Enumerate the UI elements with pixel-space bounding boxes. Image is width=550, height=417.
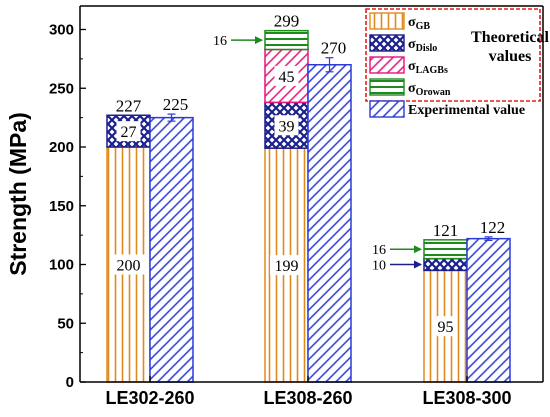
legend-swatch-experimental: [369, 100, 405, 118]
legend-item-lagbs: σLAGBs: [369, 56, 448, 76]
legend-label-lagbs: σLAGBs: [408, 59, 448, 76]
svg-text:39: 39: [279, 118, 295, 135]
segment-label-lagbs-1: 45: [274, 65, 299, 86]
total-label-experimental-2: 122: [480, 218, 506, 237]
svg-text:95: 95: [438, 319, 454, 336]
total-label-theoretical-0: 227: [116, 96, 142, 115]
total-label-theoretical-2: 121: [433, 221, 459, 240]
y-tick-label-6: 300: [49, 22, 74, 39]
side-label-orowan-1: 16: [213, 34, 263, 49]
svg-text:199: 199: [275, 258, 299, 275]
legend-group-label-line1: Theoretical: [471, 29, 549, 46]
axes-layer: LE302-260 LE308-260 LE308-300 0 50 100 150 200 2…: [5, 5, 544, 408]
y-axis-label: Strength (MPa): [5, 112, 31, 276]
segment-label-gb-2: 95: [433, 316, 458, 337]
segment-label-gb-1: 199: [270, 255, 303, 276]
svg-text:200: 200: [117, 258, 141, 275]
legend-swatch-orowan: [369, 78, 405, 96]
error-bar-2: [484, 236, 493, 242]
side-label-dislo-2: 10: [372, 259, 422, 274]
total-label-theoretical-1: 299: [274, 12, 300, 31]
error-bar-1: [325, 57, 334, 73]
segment-label-dislo-1: 39: [274, 115, 299, 136]
legend-label-experimental: Experimental value: [408, 103, 525, 118]
y-tick-label-1: 50: [57, 315, 74, 332]
legend-item-experimental: Experimental value: [369, 100, 525, 118]
bar-experimental-2: [466, 237, 511, 383]
legend-theoretical-box: [365, 8, 541, 102]
legend: σGB σDislo σLAGBs σOrowan Theoretical values E…: [365, 8, 550, 118]
legend-group-label-line2: values: [489, 48, 532, 65]
legend-item-orowan: σOrowan: [369, 78, 451, 98]
legend-item-dislo: σDislo: [369, 34, 437, 54]
total-label-experimental-1: 270: [321, 39, 347, 58]
y-tick-label-0: 0: [66, 374, 74, 391]
svg-text:16: 16: [372, 243, 386, 258]
x-tick-label-1: LE308-260: [263, 388, 352, 408]
legend-label-dislo: σDislo: [408, 37, 437, 54]
y-tick-label-5: 250: [49, 80, 74, 97]
y-tick-label-4: 200: [49, 139, 74, 156]
y-tick-label-3: 150: [49, 198, 74, 215]
bar-dislo-2: [423, 257, 468, 272]
side-label-orowan-2: 16: [372, 243, 422, 258]
error-bar-0: [167, 113, 176, 122]
svg-text:27: 27: [121, 124, 137, 141]
svg-text:45: 45: [279, 69, 295, 86]
legend-label-gb: σGB: [408, 15, 430, 32]
y-tick-label-2: 100: [49, 257, 74, 274]
svg-text:10: 10: [372, 259, 386, 274]
bar-orowan-1: [264, 29, 309, 51]
legend-swatch-dislo: [369, 34, 405, 52]
svg-text:16: 16: [213, 34, 227, 49]
legend-swatch-gb: [369, 12, 405, 30]
legend-label-orowan: σOrowan: [408, 81, 451, 98]
legend-item-gb: σGB: [369, 12, 430, 32]
segment-label-dislo-0: 27: [116, 121, 141, 142]
bar-experimental-0: [149, 116, 194, 383]
segment-label-gb-0: 200: [112, 254, 145, 275]
bar-experimental-1: [307, 64, 352, 383]
x-tick-label-2: LE308-300: [422, 388, 511, 408]
bar-orowan-2: [423, 239, 468, 260]
x-tick-label-0: LE302-260: [105, 388, 194, 408]
legend-swatch-lagbs: [369, 56, 405, 74]
total-label-experimental-0: 225: [163, 95, 189, 114]
